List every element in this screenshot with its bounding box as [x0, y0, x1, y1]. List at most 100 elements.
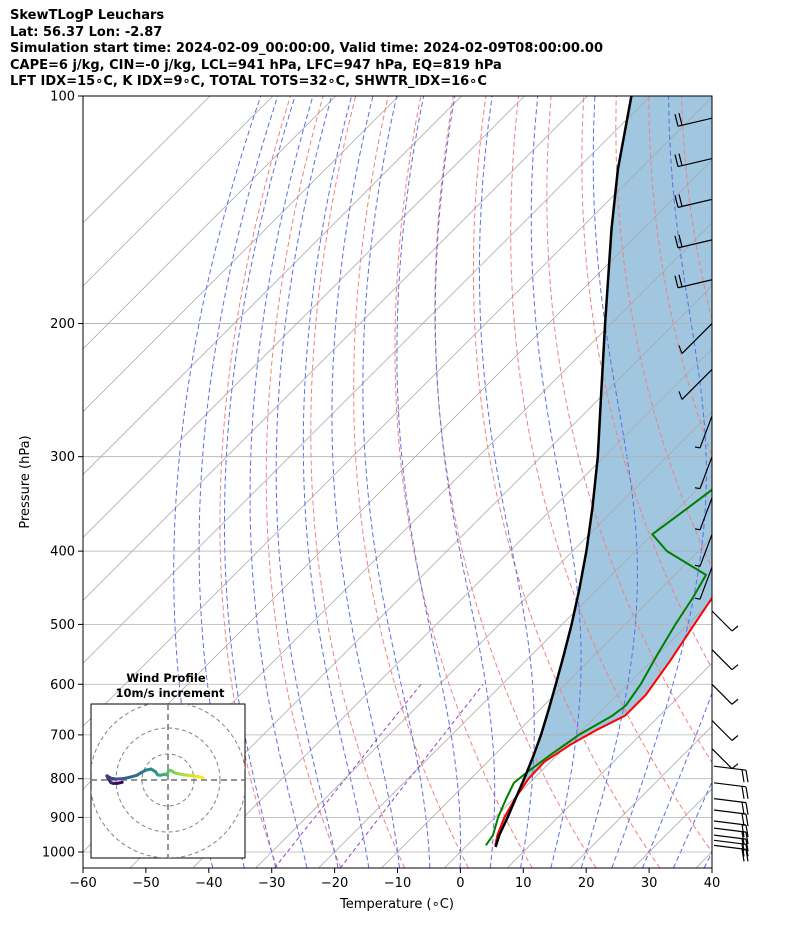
- barb-feather: [694, 487, 701, 490]
- barb-feather: [745, 786, 749, 799]
- x-axis-ticks: −60 −50 −40 −30 −20 −10 0 10 20 30 40: [69, 868, 720, 891]
- moist-adiabat-line: [611, 96, 707, 868]
- wind-barb: [711, 610, 739, 632]
- dry-adiabat-line: [310, 96, 406, 868]
- isotherm-line: [192, 348, 712, 868]
- barb-feather: [694, 597, 701, 600]
- barb-shaft: [677, 198, 713, 208]
- x-tick-label: −30: [258, 876, 285, 891]
- wind-barb: [694, 566, 713, 600]
- y-axis-ticks: 1000 900 800 700 600 500 400 300 200 100: [42, 90, 83, 860]
- barb-feather: [731, 735, 739, 741]
- barb-feather: [741, 824, 745, 838]
- wind-barb: [678, 369, 713, 400]
- barb-shaft: [677, 279, 713, 289]
- barb-feather: [741, 838, 745, 852]
- barb-feather: [745, 839, 749, 852]
- barb-feather: [678, 391, 683, 400]
- mixing-ratio-line: [339, 683, 484, 868]
- wind-barb: [713, 782, 749, 799]
- y-tick-label: 1000: [42, 845, 75, 860]
- inset-title: Wind Profile: [126, 671, 206, 685]
- barb-feather: [694, 564, 701, 567]
- barb-feather: [678, 153, 683, 166]
- moist-adiabat-line: [362, 96, 431, 868]
- barb-feather: [745, 844, 749, 857]
- moist-adiabat-line: [396, 96, 461, 868]
- barb-shaft: [711, 748, 733, 770]
- barb-feather: [741, 843, 745, 857]
- barb-shaft: [711, 720, 733, 741]
- y-tick-label: 600: [50, 678, 75, 693]
- moist-adiabat-line: [642, 691, 712, 868]
- barb-shaft: [713, 827, 747, 833]
- y-tick-label: 100: [50, 90, 75, 105]
- barb-shaft: [699, 534, 713, 567]
- mixing-ratio-lines: [274, 683, 484, 868]
- temperature-line: [494, 596, 712, 846]
- inset-plot: [91, 704, 245, 858]
- wind-barb: [674, 153, 713, 168]
- barb-shaft: [699, 566, 713, 600]
- barb-feather: [694, 528, 701, 531]
- x-axis-label: Temperature (∘C): [339, 897, 454, 912]
- y-tick-label: 300: [50, 450, 75, 465]
- barb-feather: [745, 802, 749, 815]
- wind-barb: [674, 234, 713, 249]
- barb-feather: [694, 446, 701, 449]
- barb-feather: [741, 786, 745, 799]
- barb-feather: [745, 849, 749, 862]
- barb-feather: [678, 194, 683, 207]
- barb-shaft: [713, 765, 747, 771]
- isotherm-line: [129, 285, 712, 868]
- barb-feather: [674, 235, 679, 249]
- moist-adiabat-line: [530, 96, 582, 868]
- barb-shaft: [699, 415, 713, 449]
- simulation-times: Simulation start time: 2024-02-09_00:00:…: [10, 41, 603, 56]
- wind-barb: [711, 720, 739, 741]
- station-location: Lat: 56.37 Lon: -2.87: [10, 24, 163, 40]
- barb-feather: [741, 848, 745, 862]
- instability-indices: CAPE=6 j/kg, CIN=-0 j/kg, LCL=941 hPa, L…: [10, 57, 502, 73]
- wind-barb: [713, 798, 749, 815]
- dry-adiabat-line: [648, 96, 712, 458]
- isotherm-line: [255, 411, 712, 868]
- barb-shaft: [681, 369, 713, 400]
- barb-feather: [745, 824, 749, 838]
- chart-header: SkewTLogP Leuchars Lat: 56.37 Lon: -2.87…: [10, 8, 603, 91]
- dry-adiabat-line: [265, 96, 342, 868]
- barb-shaft: [677, 117, 713, 127]
- dewpoint-line: [485, 488, 712, 846]
- barb-shaft: [713, 834, 747, 840]
- dry-adiabat-line: [219, 96, 291, 868]
- dry-adiabat-line: [394, 96, 533, 868]
- stability-indices: LFT IDX=15∘C, K IDX=9∘C, TOTAL TOTS=32∘C…: [10, 74, 487, 89]
- barb-feather: [741, 813, 745, 827]
- barb-feather: [678, 234, 683, 248]
- isotherm-line: [83, 96, 651, 664]
- x-tick-label: 40: [704, 876, 721, 891]
- wind-barb: [713, 765, 749, 783]
- wind-barb: [674, 113, 713, 127]
- isotherm-line: [83, 96, 337, 350]
- moist-adiabat-line: [672, 780, 712, 868]
- hodograph-inset: Wind Profile 10m/s increment: [90, 671, 246, 859]
- barb-shaft: [713, 844, 747, 850]
- barb-shaft: [713, 782, 747, 788]
- cape-shading: [495, 96, 712, 846]
- y-tick-label: 900: [50, 811, 75, 826]
- wind-barb: [713, 834, 749, 852]
- moist-adiabat-line: [275, 96, 339, 868]
- isotherm-line: [83, 96, 399, 413]
- wind-barb: [711, 649, 739, 671]
- x-tick-label: −10: [384, 876, 411, 891]
- mixing-ratio-line: [274, 683, 422, 868]
- barb-feather: [731, 763, 739, 770]
- barb-feather: [745, 770, 749, 783]
- dry-adiabat-line: [747, 96, 794, 868]
- moist-adiabat-line: [173, 96, 262, 868]
- dry-adiabat-line: [510, 96, 712, 853]
- wind-barb: [713, 809, 749, 827]
- wind-barb: [713, 820, 749, 838]
- wind-barb: [674, 274, 713, 289]
